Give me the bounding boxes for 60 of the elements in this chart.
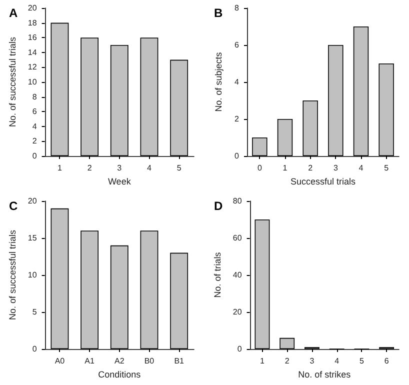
y-tick-label: 4 [234, 78, 240, 86]
chart-title: D [214, 199, 223, 213]
y-tick-label: 10 [28, 270, 38, 280]
x-tick-label: 1 [57, 164, 62, 172]
y-tick-label: 6 [234, 40, 240, 50]
x-tick-label: B1 [174, 356, 185, 366]
x-tick-label: 5 [176, 164, 182, 172]
x-tick-label: 2 [284, 356, 290, 366]
y-tick-label: 60 [232, 234, 242, 242]
y-tick-label: 10 [28, 78, 38, 86]
y-tick-label: 40 [232, 270, 242, 280]
x-tick-label: 4 [147, 164, 152, 172]
x-tick-label: A2 [114, 356, 125, 366]
x-tick-label: 1 [282, 164, 288, 172]
x-tick-label: 4 [334, 356, 340, 366]
y-tick-label: 6 [32, 107, 38, 116]
y-tick-label: 2 [32, 136, 38, 146]
y-tick-label: 5 [32, 308, 38, 316]
x-tick-label: 5 [359, 356, 364, 366]
y-tick-label: 0 [32, 344, 38, 354]
y-tick-label: 0 [237, 344, 242, 354]
x-tick-label: 2 [308, 164, 314, 172]
x-tick-label: 1 [260, 356, 266, 366]
y-axis-title: No. of successful trials [8, 229, 18, 320]
chart-title: A [9, 6, 18, 20]
x-tick-label: 4 [358, 164, 364, 172]
x-tick-label: 0 [257, 164, 262, 172]
x-tick-label: 3 [333, 164, 338, 172]
y-tick-label: 15 [28, 234, 38, 242]
x-tick-label: 6 [384, 356, 390, 366]
x-tick-label: B0 [144, 356, 155, 366]
x-axis-title: Successful trials [290, 176, 356, 186]
y-tick-label: 14 [28, 48, 38, 57]
y-tick-label: 0 [32, 152, 38, 160]
y-tick-label: 8 [234, 4, 240, 12]
x-axis-title: No. of strikes [298, 369, 352, 380]
y-axis-title: No. of trials [212, 252, 222, 298]
y-tick-label: 20 [232, 308, 242, 316]
y-tick-label: 8 [32, 92, 38, 102]
x-tick-label: 5 [384, 164, 390, 172]
y-axis-title: No. of subjects [214, 52, 224, 112]
x-tick-label: A0 [54, 356, 66, 366]
x-axis-title: Week [108, 176, 132, 186]
y-tick-label: 0 [234, 152, 240, 160]
y-tick-label: 16 [28, 33, 38, 42]
y-tick-label: 20 [28, 196, 38, 206]
x-axis-title: Conditions [98, 369, 142, 380]
x-tick-label: 2 [87, 164, 92, 172]
y-axis-title: No. of successful trials [8, 36, 18, 128]
y-tick-label: 2 [234, 114, 240, 124]
x-tick-label: 3 [310, 356, 315, 366]
y-tick-label: 12 [28, 62, 38, 72]
x-tick-label: 3 [117, 164, 122, 172]
y-tick-label: 20 [28, 4, 38, 12]
y-tick-label: 4 [32, 122, 38, 131]
chart-title: B [214, 6, 223, 20]
x-tick-label: A1 [84, 356, 95, 366]
y-tick-label: 80 [232, 196, 242, 206]
chart-title: C [9, 199, 18, 213]
y-tick-label: 18 [28, 18, 38, 28]
